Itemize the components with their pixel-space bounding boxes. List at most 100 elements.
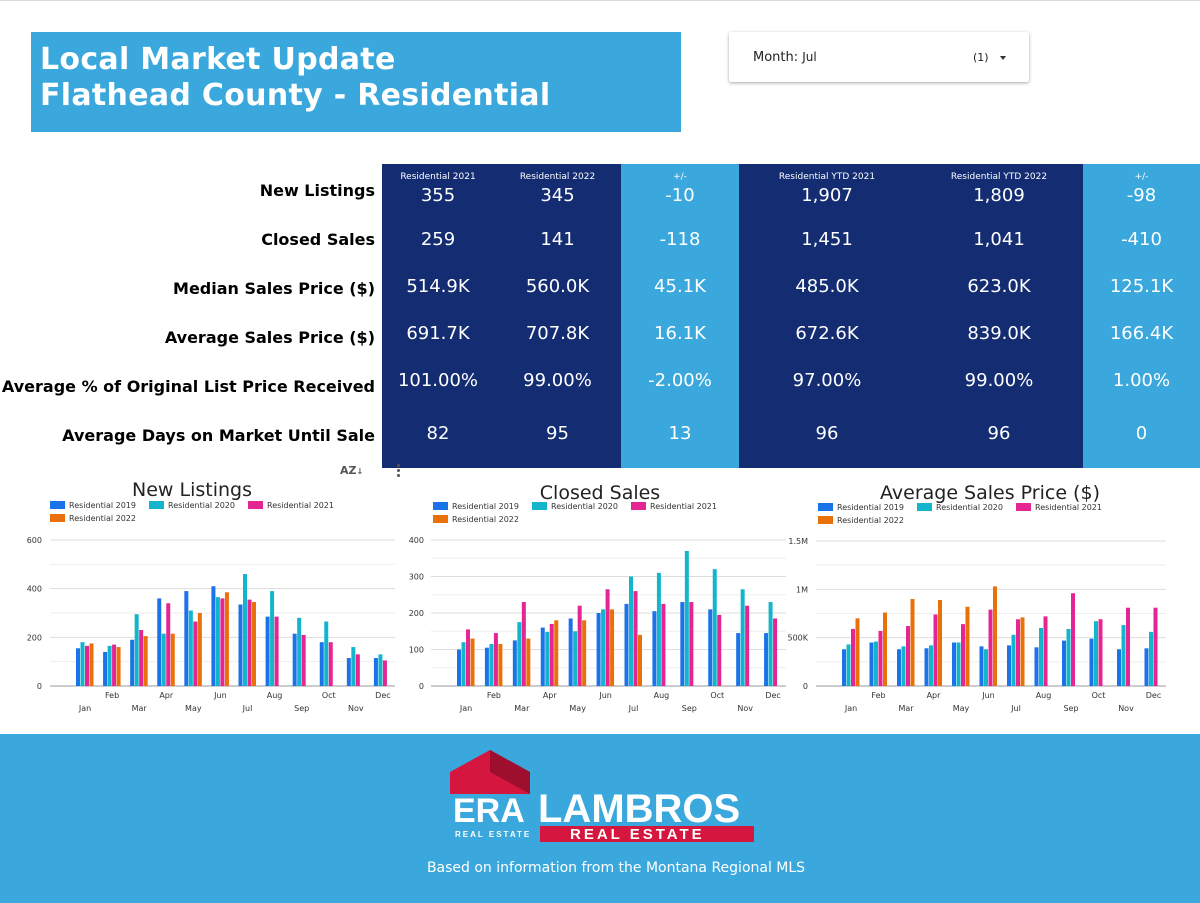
chevron-down-icon[interactable] (1000, 56, 1006, 60)
x-tick-label: Aug (267, 691, 283, 700)
bar (1039, 628, 1043, 686)
legend-swatch (818, 503, 833, 511)
cell-value: 45.1K (654, 276, 706, 297)
bar (215, 597, 220, 686)
bar (328, 642, 333, 686)
cell-value: -2.00% (648, 370, 712, 391)
column-header: Residential 2022 (519, 172, 596, 182)
cell-value: 514.9K (406, 276, 470, 297)
bar (238, 604, 243, 686)
bar (708, 609, 713, 686)
bar (470, 638, 475, 686)
bar (855, 618, 860, 686)
month-filter-name: Month (753, 50, 794, 65)
x-tick-label: Dec (375, 691, 390, 700)
x-tick-label: Oct (710, 691, 724, 700)
bar (224, 592, 229, 686)
bar (661, 603, 666, 686)
bar (1062, 640, 1066, 686)
y-tick-label: 600 (27, 536, 42, 545)
legend-label: Residential 2019 (837, 503, 904, 512)
banner-subtitle: Flathead County - Residential (40, 78, 551, 113)
bar (740, 589, 745, 686)
bar (498, 644, 503, 686)
bar (1126, 607, 1130, 686)
bar (1020, 617, 1025, 686)
x-tick-label: Jul (628, 704, 639, 713)
bar (545, 631, 550, 686)
x-tick-label: Apr (543, 691, 558, 700)
cell-value: 95 (546, 423, 569, 444)
x-tick-label: Sep (682, 704, 697, 713)
bar (157, 598, 162, 686)
bar (274, 616, 279, 686)
bar (170, 633, 175, 686)
legend-swatch (1016, 503, 1031, 511)
cell-value: -10 (665, 185, 695, 206)
bar (493, 633, 498, 686)
legend-label: Residential 2021 (267, 501, 334, 510)
legend-label: Residential 2020 (168, 501, 235, 510)
x-tick-label: Oct (1092, 691, 1106, 700)
y-tick-label: 1.5M (788, 537, 808, 546)
bar (745, 605, 750, 686)
cell-value: 99.00% (523, 370, 592, 391)
bar (252, 602, 256, 686)
era-lambros-logo: ERA REAL ESTATE LAMBROS REAL ESTATE (450, 750, 754, 842)
bar (901, 646, 906, 686)
bar (378, 654, 383, 686)
column-residential-2021: Residential 2021 355 259 514.9K 691.7K 1… (382, 164, 494, 468)
bar (680, 602, 685, 686)
bar (768, 602, 773, 686)
bar (461, 642, 466, 686)
bar (956, 642, 961, 686)
sort-az-icon[interactable]: AZ↓ (340, 464, 363, 477)
bar (1043, 616, 1048, 686)
month-filter-count: (1) (973, 51, 989, 64)
x-tick-label: Oct (322, 691, 336, 700)
x-tick-label: May (569, 704, 586, 713)
x-tick-label: Jun (981, 691, 995, 700)
bar (984, 649, 988, 686)
bar (851, 628, 855, 686)
bar (247, 599, 252, 686)
cell-value: 97.00% (792, 370, 862, 391)
cell-value: 125.1K (1109, 276, 1174, 297)
x-tick-label: Jun (213, 691, 227, 700)
footer: ERA REAL ESTATE LAMBROS REAL ESTATE Base… (0, 734, 1200, 903)
bar (965, 606, 970, 686)
y-tick-label: 400 (27, 585, 42, 594)
top-divider (0, 0, 1200, 1)
bar (938, 599, 942, 686)
legend-label: Residential 2021 (1035, 503, 1102, 512)
bar (979, 646, 984, 686)
bar (929, 645, 933, 686)
row-label-median-price: Median Sales Price ($) (173, 279, 375, 298)
cell-value: 1,451 (801, 229, 853, 250)
x-tick-label: Feb (871, 691, 885, 700)
y-tick-label: 500K (787, 634, 808, 643)
legend-swatch (631, 502, 646, 510)
bar (292, 633, 297, 686)
bar (1016, 619, 1020, 686)
month-filter-label: Month: Jul (753, 50, 817, 65)
legend-swatch (50, 501, 65, 509)
bar (1121, 625, 1126, 686)
legend-swatch (917, 503, 932, 511)
bar (712, 569, 717, 686)
title-banner: Local Market Update Flathead County - Re… (31, 32, 681, 132)
bar (193, 621, 198, 686)
bar (897, 649, 901, 686)
y-tick-label: 200 (409, 609, 424, 618)
bar (457, 649, 461, 686)
cell-value: 96 (987, 423, 1011, 444)
more-options-icon[interactable] (397, 464, 401, 478)
bar (988, 609, 993, 686)
month-filter-dropdown[interactable]: Month: Jul (1) (729, 32, 1029, 82)
x-tick-label: Dec (765, 691, 780, 700)
cell-value: 1,809 (973, 185, 1025, 206)
x-tick-label: Aug (1036, 691, 1052, 700)
bar (80, 642, 85, 686)
bar (184, 591, 189, 686)
